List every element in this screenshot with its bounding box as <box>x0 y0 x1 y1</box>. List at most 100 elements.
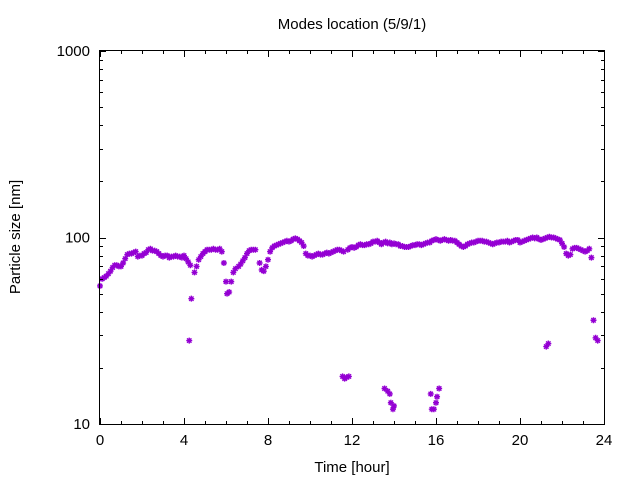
data-point <box>340 248 347 255</box>
data-points <box>97 233 601 413</box>
data-point <box>298 239 305 246</box>
data-point <box>525 236 532 243</box>
data-point <box>460 243 467 250</box>
data-point <box>458 243 465 250</box>
data-point <box>355 242 362 249</box>
data-point <box>441 236 448 243</box>
data-point <box>506 239 513 246</box>
data-point <box>523 236 530 243</box>
x-tick-label: 4 <box>180 432 188 449</box>
data-point <box>279 239 286 246</box>
data-point <box>361 242 368 249</box>
data-point <box>315 250 322 257</box>
data-point <box>226 289 233 296</box>
data-point <box>535 236 542 243</box>
x-tick-label: 16 <box>428 432 445 449</box>
data-point <box>357 241 364 248</box>
data-point <box>561 243 568 250</box>
data-point <box>181 252 187 259</box>
data-point <box>321 250 328 257</box>
data-point <box>351 244 358 251</box>
data-point <box>519 238 526 245</box>
data-point <box>185 258 192 265</box>
data-point <box>193 263 200 270</box>
data-point <box>343 374 350 381</box>
data-point <box>330 248 337 255</box>
data-point <box>132 248 139 255</box>
data-point <box>391 240 397 247</box>
data-point <box>323 249 330 256</box>
data-point <box>332 247 339 254</box>
data-point <box>256 259 263 266</box>
data-point <box>232 265 239 272</box>
data-point <box>540 236 547 243</box>
data-point <box>328 249 334 256</box>
data-point <box>120 259 127 266</box>
data-point <box>176 253 183 260</box>
data-point <box>387 399 394 406</box>
data-point <box>521 237 528 244</box>
axis-ticks: 0 4 8 12 16 20 24 10 100 1000 <box>57 43 613 449</box>
data-point <box>433 399 439 406</box>
data-point <box>389 406 396 413</box>
data-point <box>422 240 429 247</box>
data-point <box>437 237 444 244</box>
data-point <box>565 252 572 259</box>
data-point <box>594 337 601 344</box>
data-point <box>283 237 290 244</box>
data-point <box>479 237 486 244</box>
data-point <box>134 253 141 260</box>
data-point <box>170 253 177 260</box>
data-point <box>586 245 593 252</box>
data-point <box>496 239 502 246</box>
data-point <box>186 337 193 344</box>
data-point <box>569 245 576 252</box>
y-axis-label: Particle size [nm] <box>7 180 24 294</box>
data-point <box>407 243 414 250</box>
data-point <box>592 334 599 341</box>
data-point <box>128 250 135 257</box>
data-point <box>434 393 441 400</box>
data-point <box>416 241 423 248</box>
data-point <box>531 235 538 242</box>
data-point <box>286 238 292 245</box>
data-point <box>466 240 473 247</box>
data-point <box>575 245 582 252</box>
data-point <box>210 245 217 252</box>
data-point <box>241 254 248 261</box>
data-point <box>277 240 284 247</box>
y-tick-label: 1000 <box>57 43 90 60</box>
data-point <box>447 236 454 243</box>
data-point <box>122 255 129 262</box>
data-point <box>346 244 353 251</box>
data-point <box>384 388 391 395</box>
data-point <box>267 248 274 255</box>
data-point <box>246 247 253 254</box>
data-point <box>470 239 477 246</box>
data-point <box>380 239 387 246</box>
data-point <box>273 242 280 249</box>
data-point <box>487 240 494 247</box>
data-point <box>573 244 580 251</box>
data-point <box>281 238 288 245</box>
data-point <box>428 237 435 244</box>
data-point <box>435 236 442 243</box>
data-point <box>502 238 509 245</box>
data-point <box>391 402 397 409</box>
data-point <box>544 234 551 241</box>
data-point <box>514 236 521 243</box>
data-point <box>183 255 190 262</box>
data-point <box>546 233 553 240</box>
data-point <box>166 254 173 261</box>
data-point <box>483 238 490 245</box>
data-point <box>141 250 148 257</box>
data-point <box>143 249 150 256</box>
data-point <box>262 263 269 270</box>
chart-title: Modes location (5/9/1) <box>278 16 426 33</box>
data-point <box>220 259 227 266</box>
data-point <box>510 237 517 244</box>
x-tick-label: 0 <box>96 432 104 449</box>
y-tick-label: 100 <box>65 230 90 247</box>
data-point <box>545 340 552 347</box>
data-point <box>388 241 395 248</box>
